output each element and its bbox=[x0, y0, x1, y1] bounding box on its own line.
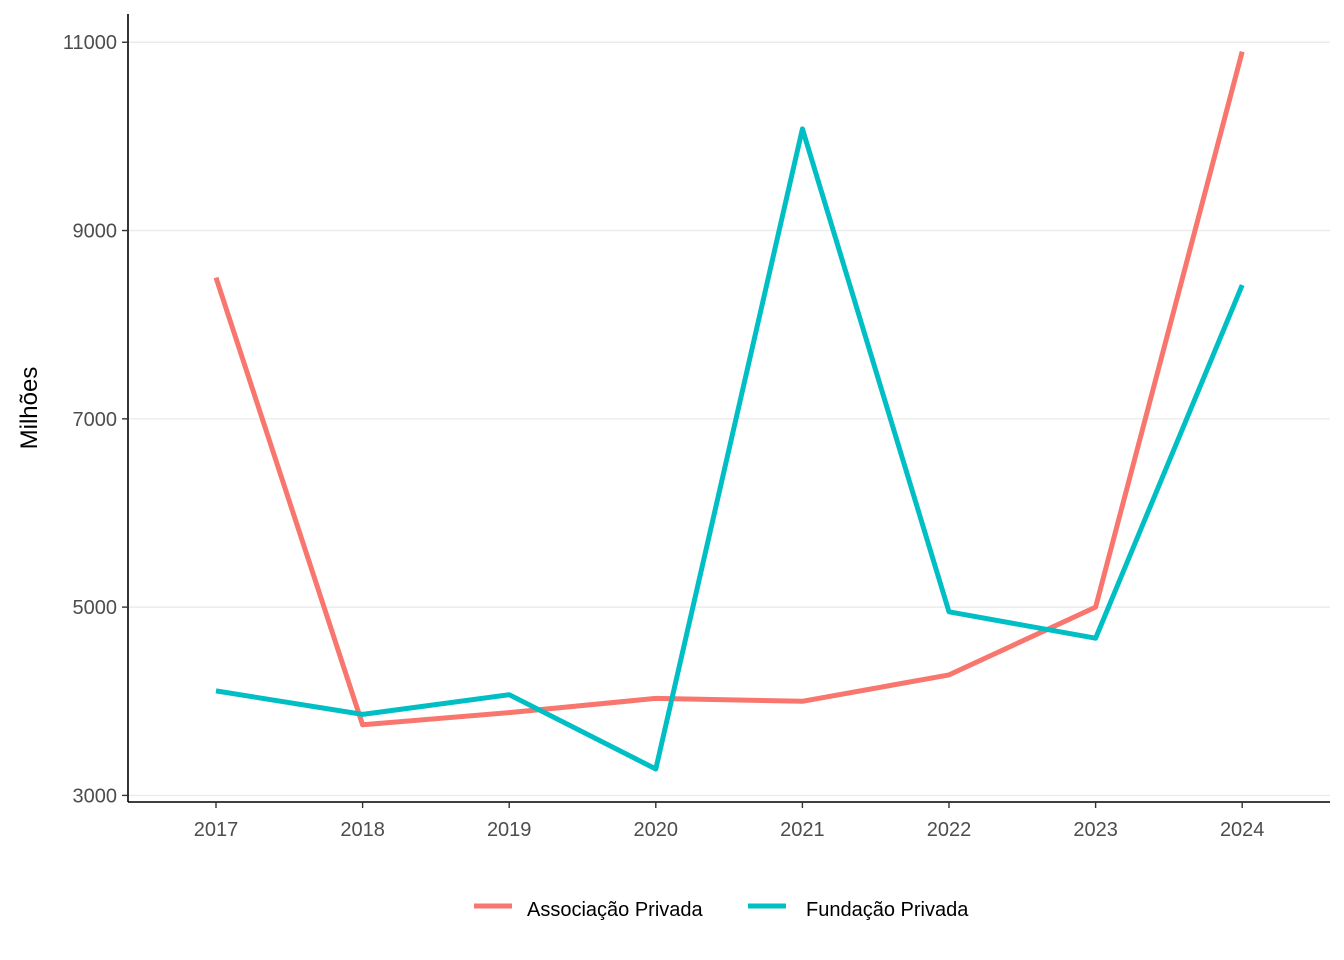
series-lines bbox=[213, 51, 1245, 772]
x-tick-label: 2019 bbox=[487, 819, 532, 841]
y-tick-label: 3000 bbox=[73, 785, 118, 807]
x-tick-label: 2020 bbox=[634, 819, 679, 841]
y-tick-label: 7000 bbox=[73, 409, 118, 431]
x-tick-label: 2017 bbox=[194, 819, 239, 841]
x-tick-label: 2018 bbox=[340, 819, 385, 841]
y-tick-label: 5000 bbox=[73, 597, 118, 619]
x-tick-label: 2023 bbox=[1073, 819, 1118, 841]
x-axis-ticks: 2017 2018 2019 2020 2021 2022 2023 2024 bbox=[194, 802, 1265, 841]
y-tick-label: 11000 bbox=[63, 32, 117, 54]
axes bbox=[127, 14, 1330, 803]
x-tick-label: 2022 bbox=[927, 819, 972, 841]
series-line-fundacao-privada bbox=[215, 126, 1245, 772]
y-tick-label: 9000 bbox=[73, 221, 118, 243]
legend: Associação Privada Fundação Privada bbox=[474, 899, 969, 921]
legend-label-1: Fundação Privada bbox=[806, 899, 969, 921]
series-line-associacao-privada bbox=[213, 51, 1245, 728]
gridlines bbox=[128, 41, 1330, 797]
x-tick-label: 2024 bbox=[1220, 819, 1265, 841]
y-axis-ticks: 3000 5000 7000 9000 11000 bbox=[63, 32, 128, 807]
y-axis-title: Milhões bbox=[16, 367, 43, 450]
legend-label-0: Associação Privada bbox=[527, 899, 704, 921]
x-tick-label: 2021 bbox=[780, 819, 825, 841]
